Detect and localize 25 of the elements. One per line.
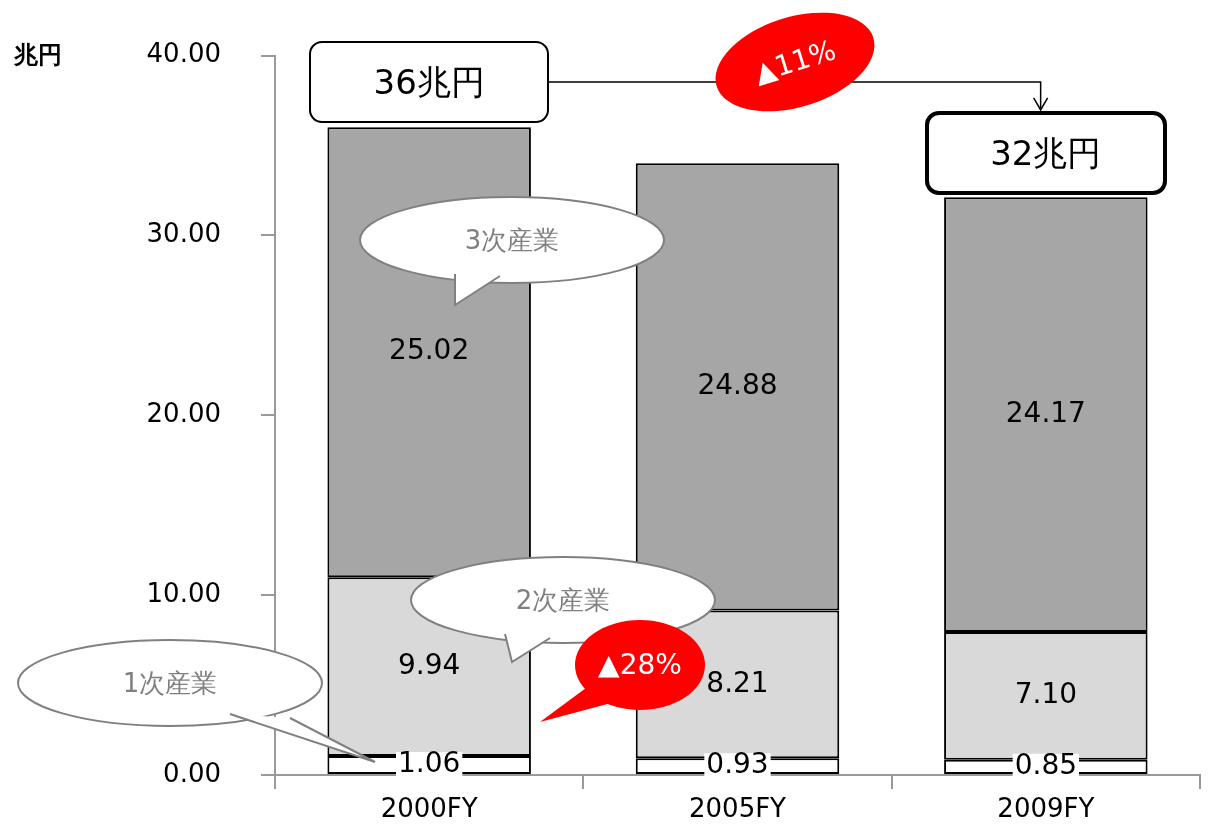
x-tick-label: 2005FY bbox=[688, 793, 787, 824]
data-label: 9.94 bbox=[397, 647, 461, 681]
data-label: 8.21 bbox=[706, 665, 769, 699]
data-label: 25.02 bbox=[389, 333, 470, 367]
y-tick-label: 40.00 bbox=[146, 38, 221, 69]
text: 1次産業 bbox=[122, 668, 218, 698]
y-tick-label: 20.00 bbox=[146, 398, 221, 429]
data-label: 0.85 bbox=[1014, 748, 1078, 782]
x-tick-label: 2009FY bbox=[997, 793, 1095, 824]
data-label: 7.10 bbox=[1014, 677, 1078, 711]
series-label: 2次産業 bbox=[515, 585, 611, 615]
series-label: 3次産業 bbox=[464, 225, 560, 255]
data-label: 24.17 bbox=[1005, 395, 1086, 429]
y-tick-label: 10.00 bbox=[146, 577, 221, 608]
data-label: 0.93 bbox=[706, 747, 769, 781]
y-tick-label: 0.00 bbox=[163, 757, 221, 788]
y-tick-label: 30.00 bbox=[146, 218, 221, 249]
annotation: ▲28% bbox=[598, 648, 682, 681]
annotation: 32兆円 bbox=[990, 133, 1102, 174]
x-tick-label: 2000FY bbox=[380, 793, 478, 824]
annotation: 36兆円 bbox=[373, 61, 485, 102]
annotation: ▲11% bbox=[749, 33, 840, 90]
y-axis-title: 兆円 bbox=[13, 41, 62, 70]
data-label: 24.88 bbox=[697, 368, 778, 402]
data-label: 1.06 bbox=[397, 746, 461, 780]
